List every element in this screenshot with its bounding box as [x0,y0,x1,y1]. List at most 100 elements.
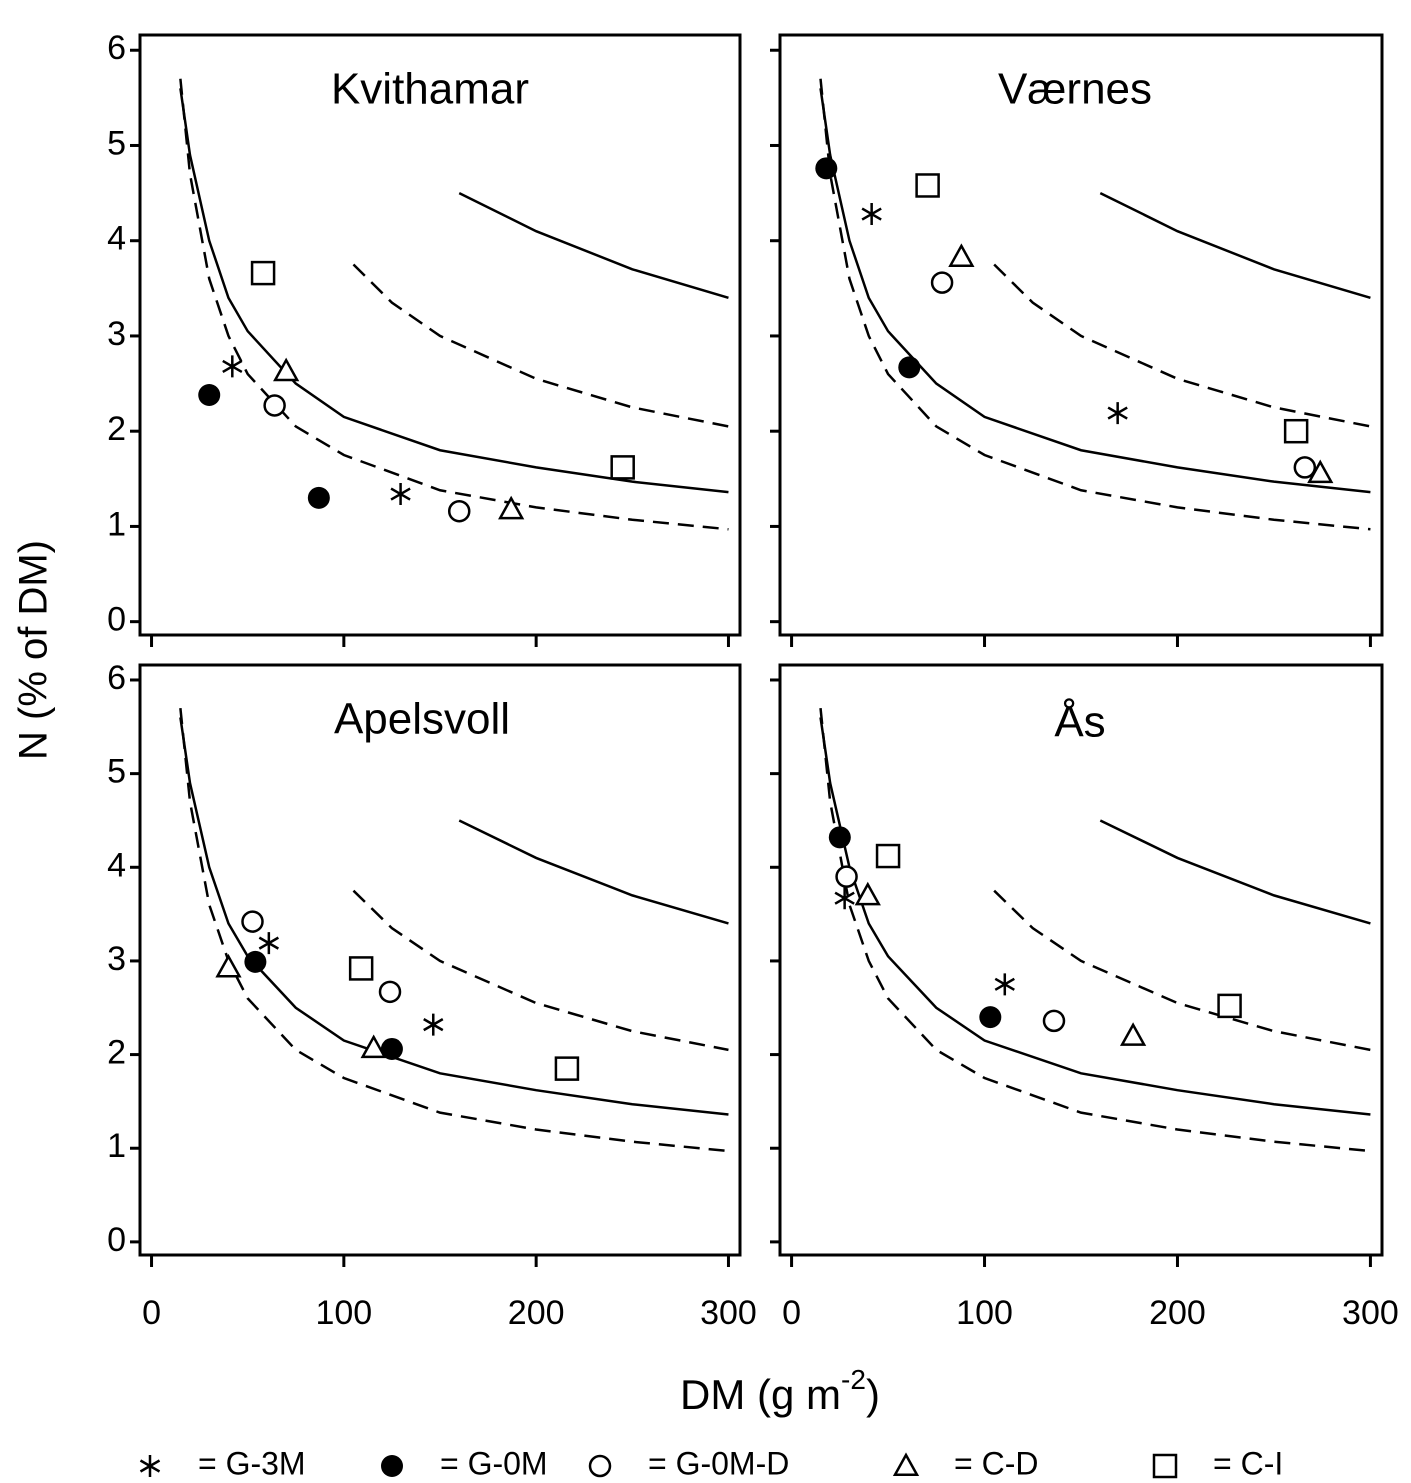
solid-curve [458,191,729,300]
y-tick-label: 4 [107,220,126,258]
legend-marker [381,1455,403,1477]
dashed-curve [819,78,1371,531]
y-tick-label: 0 [107,1221,126,1259]
asterisk-marker [258,932,279,955]
x-tick-label: 200 [1149,1294,1206,1332]
x-tick-label: 300 [700,1294,757,1332]
y-axis-label: N (% of DM) [12,540,56,760]
filled-circle-marker [198,384,221,406]
y-tick-label: 5 [107,753,126,791]
triangle-marker [360,1034,387,1059]
triangle-marker [215,953,242,978]
filled-circle-marker [244,950,267,973]
asterisk-marker [390,483,411,506]
x-axis-label: DM (g m-2) [680,1364,880,1418]
solid-curve [1099,819,1371,925]
x-tick-label: 300 [1342,1294,1399,1332]
panel: Ås 0 100 200 300 [770,663,1399,1332]
y-tick-label: 6 [107,659,126,697]
triangle-marker [1307,459,1334,484]
triangle-marker [854,881,881,906]
dashed-curve [993,263,1371,428]
open-circle-marker [930,271,954,294]
square-marker [250,260,276,286]
x-axis-label-end: ) [866,1371,880,1418]
x-axis-label-sup: -2 [841,1364,866,1395]
y-tick-label: 3 [107,940,126,978]
open-circle-marker [378,980,402,1004]
triangle-marker [273,357,300,382]
y-tick-label: 0 [107,601,126,639]
x-tick-label: 100 [956,1294,1013,1332]
solid-curve [458,819,729,925]
panel-title: Kvithamar [331,65,529,114]
dashed-curve [179,78,729,531]
x-tick-label: 100 [315,1294,372,1332]
asterisk-marker [861,203,882,226]
asterisk-marker [1107,402,1128,425]
x-tick-label: 0 [782,1294,801,1332]
y-tick-label: 5 [107,124,126,162]
legend-label: = G-0M [440,1445,548,1481]
legend-label: = C-D [954,1445,1038,1481]
square-marker [610,455,635,480]
square-marker [348,956,374,981]
open-circle-marker [447,499,471,523]
dashed-curve [352,889,729,1052]
legend-marker [1152,1453,1178,1479]
filled-circle-marker [898,356,921,379]
x-tick-label: 0 [142,1294,161,1332]
filled-circle-marker [979,1006,1002,1029]
panel-title: Apelsvoll [334,695,510,744]
panel-title: Ås [1054,698,1105,747]
panel: Kvithamar 0 1 2 3 4 5 6 [107,29,742,647]
filled-circle-marker [828,826,851,849]
asterisk-marker [423,1013,444,1036]
panel: Værnes [770,33,1384,647]
legend-label: = G-3M [198,1445,306,1481]
legend-marker [588,1454,612,1478]
x-tick-label: 200 [508,1294,565,1332]
solid-curve [819,88,1371,494]
y-tick-label: 3 [107,315,126,353]
open-circle-marker [1293,456,1317,479]
triangle-marker [1119,1022,1147,1046]
y-tick-label: 1 [107,1127,126,1165]
x-axis-label-text: DM (g m [680,1371,841,1418]
solid-curve [819,717,1371,1116]
square-marker [1217,993,1242,1019]
square-marker [554,1056,580,1081]
y-tick-label: 6 [107,29,126,67]
open-circle-marker [835,865,858,888]
y-tick-label: 1 [107,505,126,543]
open-circle-marker [1042,1009,1066,1033]
y-tick-label: 4 [107,846,126,884]
dashed-curve [993,889,1371,1052]
asterisk-marker [834,887,855,910]
filled-circle-marker [380,1037,403,1060]
filled-circle-marker [307,486,330,509]
open-circle-marker [241,910,264,933]
asterisk-marker [222,355,243,378]
solid-curve [179,717,729,1116]
legend-marker [892,1452,920,1477]
square-marker [1283,418,1309,444]
dashed-curve [179,707,729,1153]
square-marker [875,843,901,869]
legend-marker [139,1455,161,1477]
triangle-marker [948,243,975,267]
triangle-marker [498,495,525,520]
solid-curve [179,88,729,494]
y-tick-label: 2 [107,410,126,448]
filled-circle-marker [815,157,838,180]
panel-title: Værnes [998,65,1152,114]
y-tick-label: 2 [107,1034,126,1072]
open-circle-marker [263,394,286,417]
dashed-curve [819,707,1371,1153]
legend-label: = G-0M-D [648,1445,789,1481]
panel: Apelsvoll 0 1 2 3 4 5 6 0 100 200 300 [107,659,757,1332]
dashed-curve [352,263,729,428]
asterisk-marker [994,973,1015,996]
solid-curve [1099,191,1371,300]
